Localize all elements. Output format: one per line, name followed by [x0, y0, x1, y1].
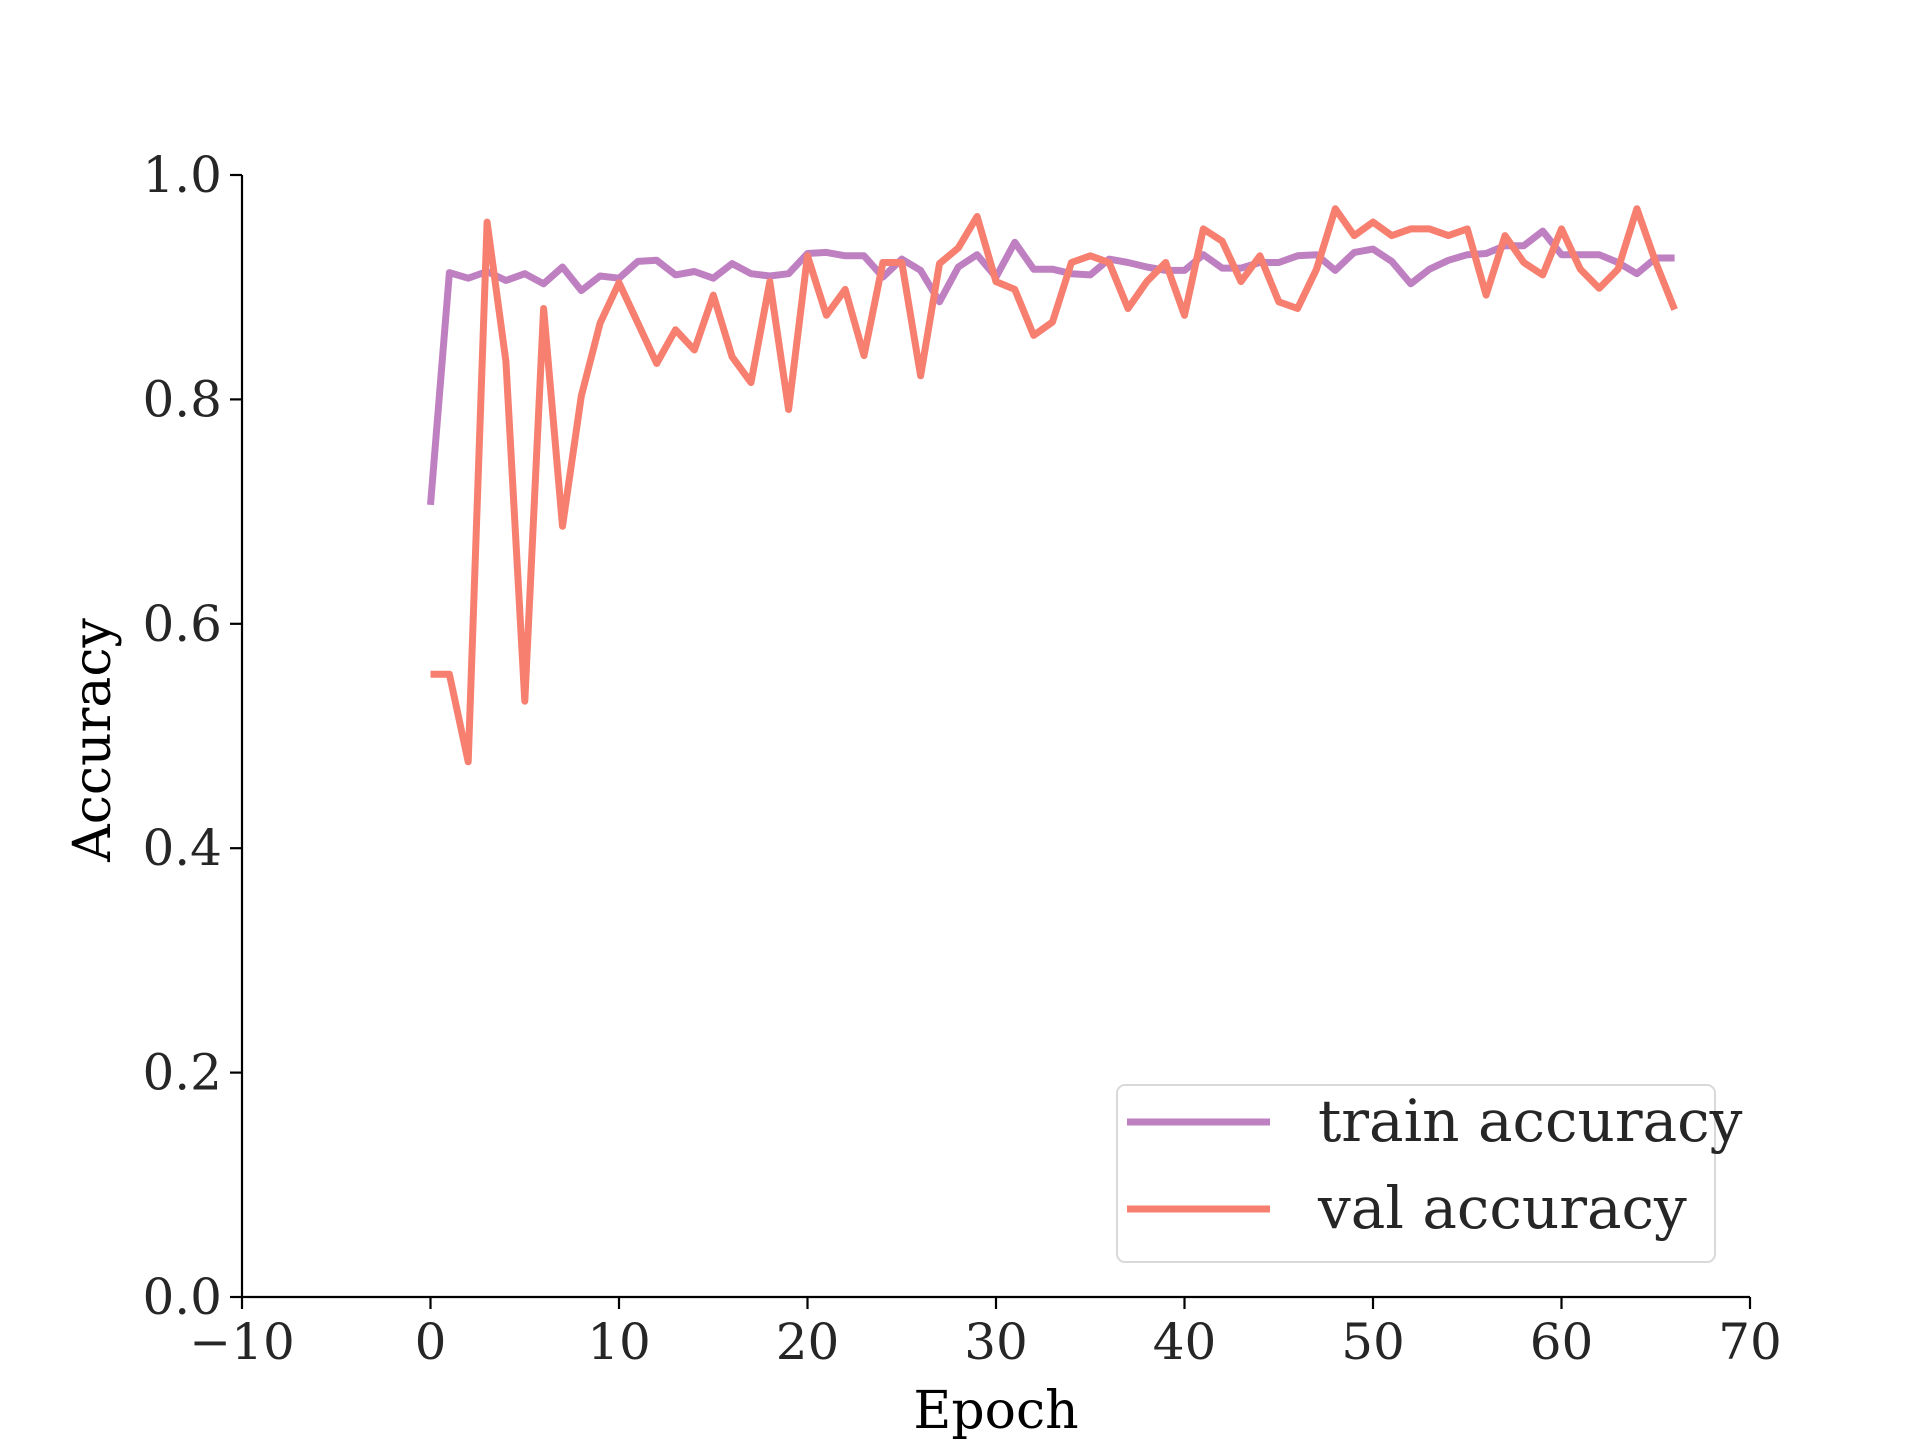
x-tick-label: 10 — [587, 1313, 651, 1371]
y-tick-label: 0.2 — [142, 1044, 222, 1102]
y-tick-label: 1.0 — [142, 146, 222, 204]
legend-box — [1116, 1084, 1716, 1263]
x-tick-label: 0 — [415, 1313, 447, 1371]
x-tick-label: 40 — [1153, 1313, 1217, 1371]
x-tick-label: 60 — [1530, 1313, 1594, 1371]
y-tick-label: 0.8 — [142, 370, 222, 428]
x-axis-ticks: −10 0 10 20 30 40 50 60 70 — [189, 1297, 1782, 1371]
x-tick-label: −10 — [189, 1313, 295, 1371]
x-tick-label: 70 — [1718, 1313, 1782, 1371]
series-layer — [427, 205, 1678, 766]
legend-label: train accuracy — [1318, 1087, 1743, 1155]
x-tick-label: 30 — [964, 1313, 1028, 1371]
legend: train accuracy val accuracy — [1116, 1084, 1743, 1263]
x-tick-label: 50 — [1341, 1313, 1405, 1371]
x-tick-label: 20 — [776, 1313, 840, 1371]
y-tick-label: 0.4 — [142, 819, 222, 877]
x-axis-label: Epoch — [913, 1381, 1078, 1440]
y-axis-ticks: 0.0 0.2 0.4 0.6 0.8 1.0 — [142, 146, 242, 1326]
legend-label: val accuracy — [1317, 1174, 1687, 1242]
legend-items: train accuracy val accuracy — [1127, 1087, 1743, 1242]
y-tick-label: 0.0 — [142, 1268, 222, 1326]
series-line-val-accuracy — [430, 205, 1678, 766]
series-line-train-accuracy — [427, 227, 1675, 506]
y-tick-label: 0.6 — [142, 595, 222, 653]
y-axis-label: Accuracy — [63, 618, 123, 863]
